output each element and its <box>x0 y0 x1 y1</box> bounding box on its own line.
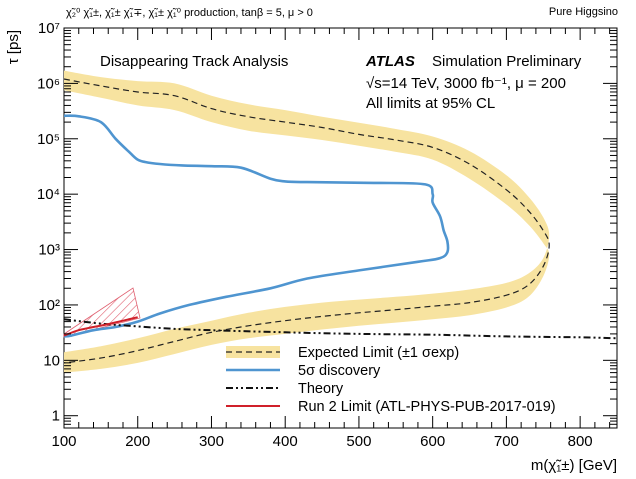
y-tick-label: 10⁷ <box>38 20 60 37</box>
legend-label: Expected Limit (±1 σexp) <box>298 345 459 361</box>
x-tick-label: 600 <box>420 433 445 450</box>
legend-swatch-band <box>226 346 280 358</box>
x-tick-label: 400 <box>273 433 298 450</box>
legend-label: Theory <box>298 381 344 397</box>
y-tick-label: 10 <box>43 352 60 369</box>
x-tick-label: 700 <box>494 433 519 450</box>
legend-label: 5σ discovery <box>298 363 381 379</box>
legend-label: Run 2 Limit (ATL-PHYS-PUB-2017-019) <box>298 399 556 415</box>
header-process: χ̃₂⁰ χ̃₁±, χ̃₁± χ̃₁∓, χ̃₁± χ̃₁⁰ producti… <box>66 7 313 19</box>
annotation-energy: √s=14 TeV, 3000 fb⁻¹, μ = 200 <box>366 75 566 92</box>
x-tick-label: 200 <box>125 433 150 450</box>
y-tick-label: 10² <box>38 297 60 314</box>
annotation-analysis: Disappearing Track Analysis <box>100 53 288 70</box>
discovery-line <box>63 114 450 338</box>
annotation-atlas-rest: Simulation Preliminary <box>432 53 582 70</box>
x-tick-label: 500 <box>346 433 371 450</box>
y-tick-label: 10⁶ <box>37 75 60 92</box>
annotation-atlas: ATLAS <box>365 53 415 70</box>
plot-frame <box>63 27 618 429</box>
expected-limit-line <box>63 78 550 364</box>
annotation-cl: All limits at 95% CL <box>366 95 495 112</box>
y-axis-label: τ [ps] <box>5 30 22 64</box>
theory-line <box>63 318 618 340</box>
x-axis-label: m(χ̃₁±) [GeV] <box>531 457 617 474</box>
x-tick-label: 800 <box>568 433 593 450</box>
y-tick-label: 10³ <box>38 242 60 259</box>
y-tick-label: 10⁴ <box>37 186 60 203</box>
legend: Expected Limit (±1 σexp) 5σ discovery Theo… <box>226 345 556 415</box>
x-tick-label: 100 <box>51 433 76 450</box>
run2-limit-line <box>63 316 138 337</box>
expected-limit-band <box>64 70 550 373</box>
x-tick-label: 300 <box>199 433 224 450</box>
header-model: Pure Higgsino <box>548 6 618 18</box>
y-tick-label: 10⁵ <box>37 131 60 148</box>
y-tick-label: 1 <box>52 408 60 425</box>
